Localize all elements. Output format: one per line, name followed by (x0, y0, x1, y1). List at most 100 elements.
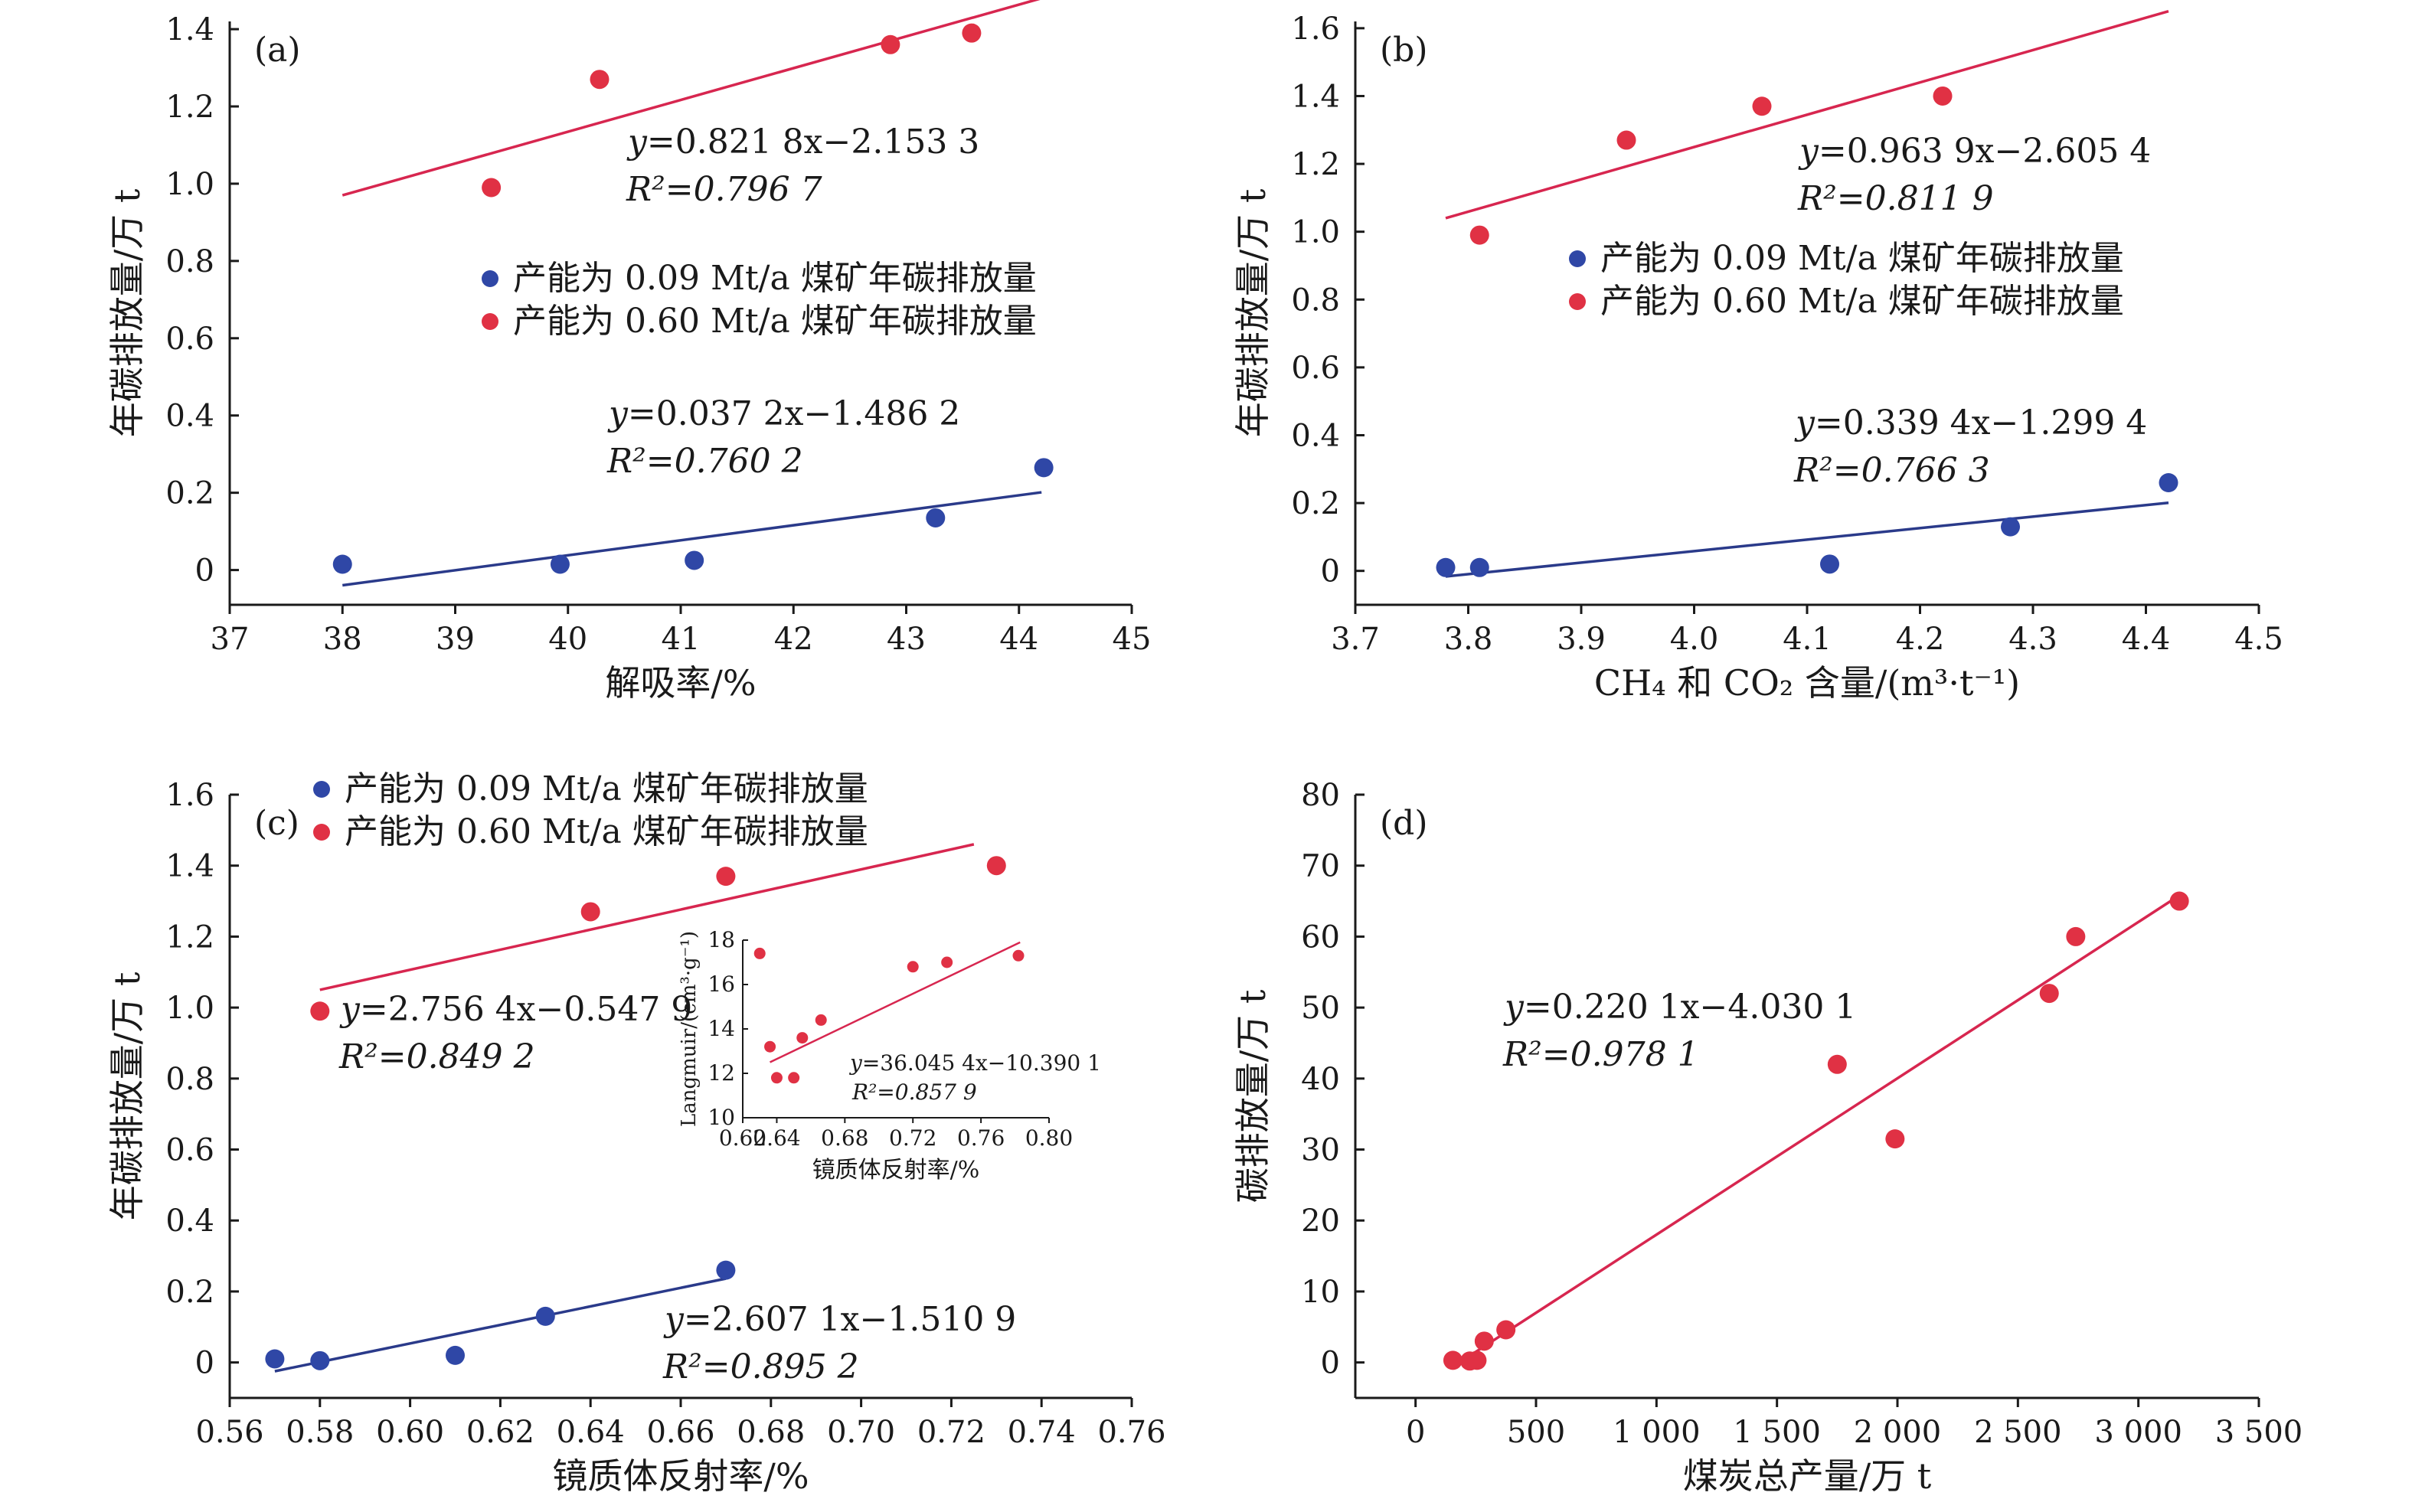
data-point-red (1827, 1054, 1847, 1074)
data-point-red (1496, 1320, 1516, 1340)
fit-equation: y=2.756 4x−0.547 9 (339, 990, 692, 1029)
inset-x-tick-label: 0.64 (753, 1125, 800, 1151)
inset-chart: 0.620.64 0.68 0.72 0.76 0.80 10 12 14 16 18 镜质体反射率… (678, 927, 1101, 1184)
y-tick-label: 0.4 (165, 1203, 214, 1239)
inset-x-tick-label: 0.62 (719, 1125, 766, 1151)
legend-marker-blue (482, 270, 498, 287)
x-tick-label: 4.2 (1896, 622, 1945, 657)
y-tick-label: 1.6 (165, 778, 214, 813)
y-tick-label: 60 (1301, 919, 1340, 955)
y-axis-title: 年碳排放量/万 t (1232, 188, 1273, 437)
data-point-red (2066, 926, 2086, 946)
legend-marker-blue (1569, 250, 1586, 267)
fit-line-blue (274, 1277, 727, 1373)
y-tick-label: 50 (1301, 991, 1340, 1026)
inset-data-point (753, 947, 766, 959)
y-tick-label: 1.4 (165, 12, 214, 47)
fit-equation: y=0.220 1x−4.030 1 (1503, 988, 1856, 1027)
fit-line-blue (1445, 501, 2169, 578)
chart-panel-b: 3.7 3.8 3.9 4.0 4.1 4.2 4.3 4.4 4.5 0 0.2 0.4 0.6 0.8… (1232, 10, 2283, 704)
data-point-blue (1034, 458, 1054, 478)
fit-r-squared: R²=0.760 2 (606, 442, 803, 481)
data-point-red (1616, 130, 1636, 150)
x-axis-title: 煤炭总产量/万 t (1683, 1455, 1932, 1497)
fit-r-squared: R²=0.849 2 (338, 1037, 535, 1076)
y-tick-label: 1.0 (165, 991, 214, 1026)
x-tick-label: 2 500 (1974, 1415, 2062, 1450)
fit-equation: y=2.607 1x−1.510 9 (663, 1300, 1016, 1339)
panel-label: (d) (1380, 804, 1428, 843)
x-tick-label: 4.3 (2008, 622, 2057, 657)
legend-marker-blue (313, 781, 330, 798)
legend-marker-red (482, 313, 498, 330)
x-tick-label: 0.60 (376, 1415, 444, 1450)
y-tick-label: 1.2 (1291, 147, 1340, 182)
inset-data-point (796, 1032, 809, 1044)
y-tick-label: 1.4 (1291, 79, 1340, 114)
fit-equation: y=0.821 8x−2.153 3 (626, 122, 979, 162)
fit-equation: y=0.963 9x−2.605 4 (1798, 132, 2151, 171)
x-tick-label: 4.0 (1670, 622, 1719, 657)
data-point-blue (550, 554, 570, 574)
inset-x-axis-title: 镜质体反射率/% (812, 1157, 980, 1184)
x-tick-label: 4.5 (2234, 622, 2283, 657)
data-point-red (310, 1001, 330, 1021)
x-tick-label: 500 (1507, 1415, 1565, 1450)
legend-entry: 产能为 0.09 Mt/a 煤矿年碳排放量 (513, 259, 1037, 298)
y-axis-title: 年碳排放量/万 t (106, 188, 148, 437)
y-tick-label: 0.2 (165, 476, 214, 511)
y-tick-label: 0.2 (1291, 486, 1340, 521)
legend-entry: 产能为 0.60 Mt/a 煤矿年碳排放量 (513, 302, 1037, 341)
y-tick-label: 0.8 (1291, 282, 1340, 318)
fit-line-red (1452, 894, 2181, 1368)
fit-line-red (319, 843, 975, 991)
x-tick-label: 3.7 (1331, 622, 1380, 657)
x-tick-label: 1 500 (1733, 1415, 1821, 1450)
inset-data-point (815, 1014, 827, 1026)
y-axis-title: 年碳排放量/万 t (106, 972, 148, 1220)
fit-line-red (1445, 10, 2169, 220)
y-tick-label: 0 (195, 1346, 214, 1381)
inset-x-tick-label: 0.72 (889, 1125, 936, 1151)
inset-data-point (1012, 949, 1025, 962)
inset-data-point (941, 956, 953, 968)
data-point-red (1933, 86, 1953, 106)
y-tick-label: 1.2 (165, 90, 214, 125)
inset-y-tick-label: 14 (708, 1016, 735, 1041)
x-tick-label: 38 (323, 622, 362, 657)
panel-label: (b) (1380, 31, 1428, 70)
y-tick-label: 30 (1301, 1133, 1340, 1168)
y-tick-label: 0.4 (165, 399, 214, 434)
data-point-red (716, 867, 736, 887)
inset-y-tick-label: 18 (708, 927, 735, 952)
data-point-red (2039, 984, 2059, 1004)
x-axis-title: 解吸率/% (605, 662, 756, 704)
x-tick-label: 40 (548, 622, 587, 657)
y-tick-label: 80 (1301, 778, 1340, 813)
data-point-blue (1820, 554, 1839, 574)
x-tick-label: 3 000 (2094, 1415, 2182, 1450)
y-tick-label: 0.6 (165, 1133, 214, 1168)
x-tick-label: 0.70 (827, 1415, 895, 1450)
data-point-red (1885, 1129, 1905, 1149)
x-tick-label: 3.9 (1557, 622, 1606, 657)
legend-entry: 产能为 0.60 Mt/a 煤矿年碳排放量 (1600, 282, 2124, 321)
data-point-red (962, 23, 982, 43)
x-tick-label: 0.76 (1097, 1415, 1165, 1450)
data-point-red (986, 856, 1006, 876)
fit-r-squared: R²=0.811 9 (1797, 179, 1994, 218)
y-tick-label: 0.8 (165, 1062, 214, 1097)
chart-panel-c: 0.56 0.58 0.60 0.62 0.64 0.66 0.68 0.70 0.72 0.74… (106, 769, 1166, 1497)
fit-r-squared: R²=0.895 2 (662, 1347, 859, 1386)
inset-fit-equation: y=36.045 4x−10.390 1 (848, 1050, 1101, 1076)
y-tick-label: 1.4 (165, 849, 214, 884)
x-tick-label: 1 000 (1613, 1415, 1701, 1450)
data-point-red (482, 178, 502, 198)
inset-y-tick-label: 16 (708, 972, 735, 997)
data-point-blue (310, 1350, 330, 1370)
data-point-blue (926, 508, 946, 527)
data-point-blue (2001, 517, 2020, 537)
data-point-red (1474, 1331, 1494, 1351)
x-tick-label: 0 (1406, 1415, 1425, 1450)
